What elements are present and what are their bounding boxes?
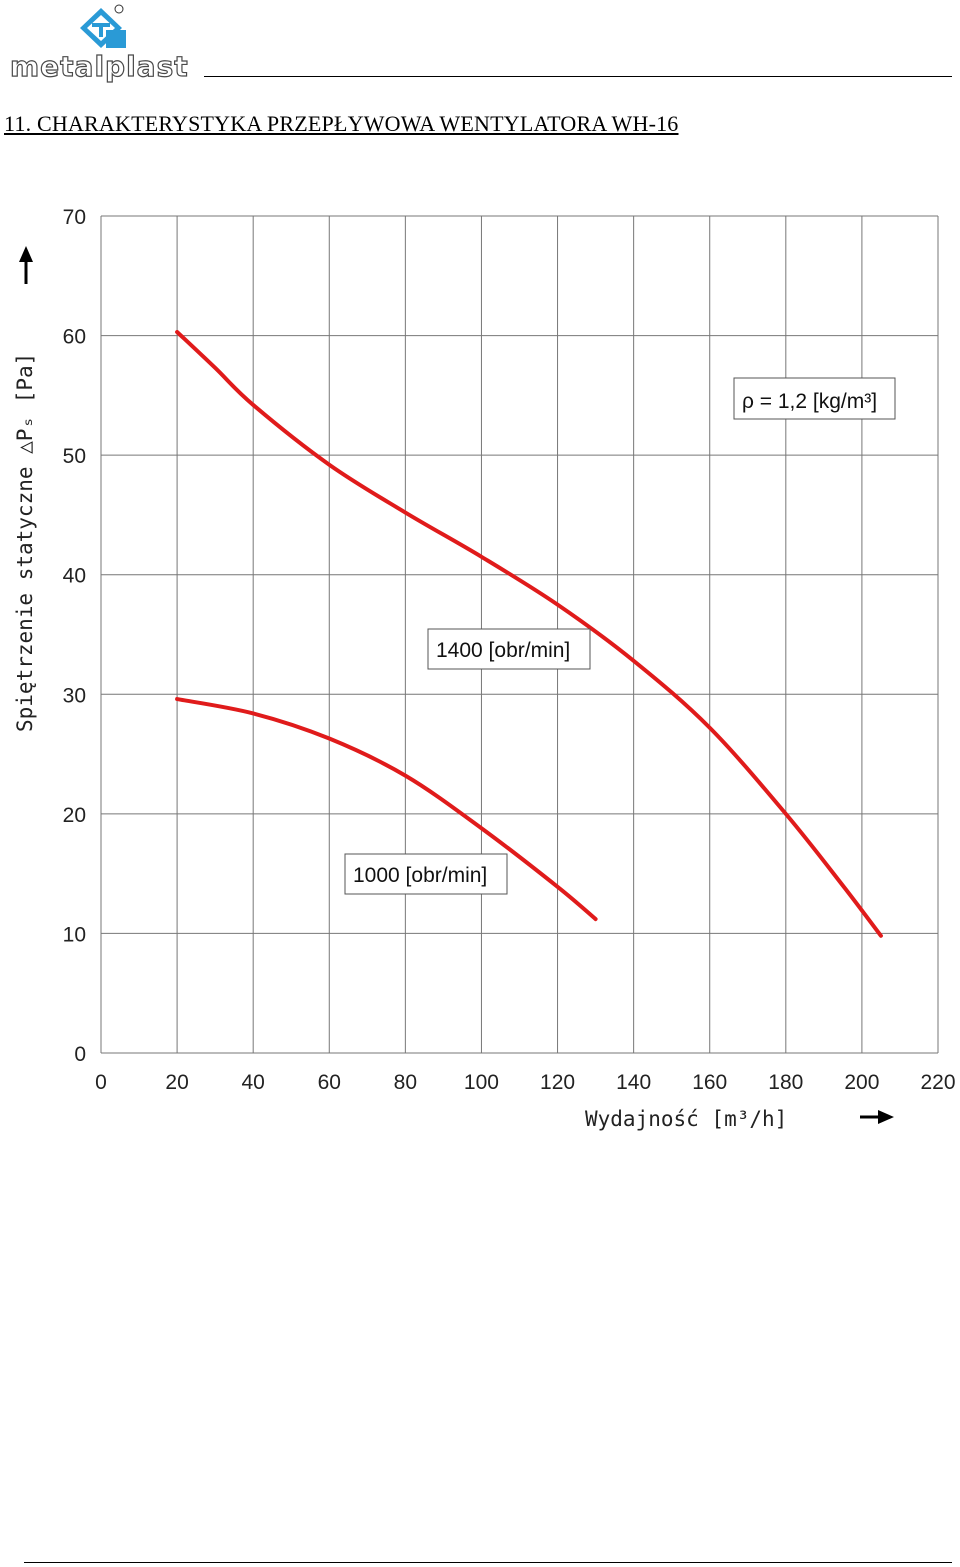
x-tick-label: 180 [768,1071,803,1094]
chart-ticks: 0 10 20 30 40 50 60 70 0 20 40 60 80 100 120 140 160 180 2… [63,206,956,1094]
series-line-1400 [175,329,883,938]
y-tick-label: 70 [63,206,86,229]
x-tick-label: 80 [394,1071,417,1094]
y-tick-label: 50 [63,445,86,468]
speed-1400-label: 1400 [obr/min] [436,639,570,662]
fan-characteristic-chart: 0 10 20 30 40 50 60 70 0 20 40 60 80 100 120 140 160 180 2… [13,206,956,1131]
x-tick-label: 160 [692,1071,727,1094]
header-divider [204,76,952,77]
logo-emblem-icon [80,4,126,48]
page-title: 11. CHARAKTERYSTYKA PRZEPŁYWOWA WENTYLAT… [4,111,679,136]
x-tick-label: 100 [464,1071,499,1094]
y-tick-label: 40 [63,565,86,588]
y-tick-label: 0 [74,1043,86,1066]
y-axis-title: Spiętrzenie statyczne △Pₛ [Pa] [13,353,37,732]
x-tick-label: 200 [844,1071,879,1094]
footer-divider [24,1562,952,1563]
x-tick-label: 120 [540,1071,575,1094]
brand-wordmark: metalplast [9,49,189,83]
y-tick-label: 60 [63,326,86,349]
speed-1000-label: 1000 [obr/min] [353,864,487,887]
x-axis-title: Wydajność [m³/h] [585,1107,787,1131]
series-line-1000 [175,697,598,922]
x-tick-label: 40 [242,1071,265,1094]
density-annotation: ρ = 1,2 [kg/m³] [733,377,896,420]
speed-1400-annotation: 1400 [obr/min] [427,628,591,670]
speed-1000-annotation: 1000 [obr/min] [344,853,508,895]
y-tick-label: 30 [63,684,86,707]
x-tick-label: 20 [165,1071,188,1094]
x-axis-arrow-icon [860,1110,894,1124]
x-tick-label: 140 [616,1071,651,1094]
y-tick-label: 10 [63,923,86,946]
x-tick-label: 0 [95,1071,107,1094]
x-tick-label: 60 [318,1071,341,1094]
brand-logo: metalplast [4,2,204,84]
y-axis-arrow-icon [19,246,33,284]
density-label: ρ = 1,2 [kg/m³] [742,390,877,413]
x-tick-label: 220 [920,1071,955,1094]
y-tick-label: 20 [63,804,86,827]
chart-grid [100,215,939,1054]
chart-curves [175,329,883,938]
